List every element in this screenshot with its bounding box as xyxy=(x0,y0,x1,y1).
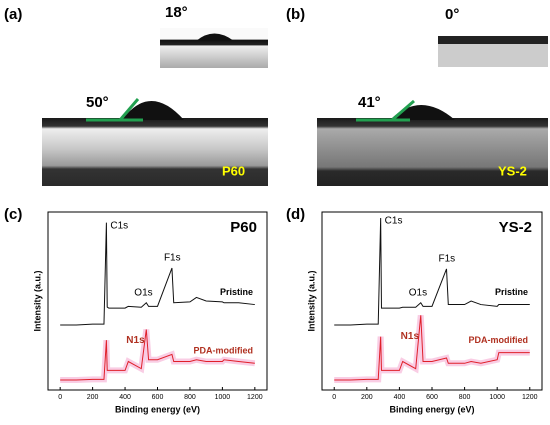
photo-a-small xyxy=(160,28,268,68)
contact-angle: 18° xyxy=(165,4,188,21)
peak-label: F1s xyxy=(439,254,456,265)
x-tick-label: 1200 xyxy=(247,394,263,401)
peak-label: N1s xyxy=(401,331,420,342)
series-line xyxy=(60,222,255,326)
series-highlight xyxy=(334,314,530,384)
peak-label: N1s xyxy=(126,335,145,346)
peak-label: F1s xyxy=(164,253,181,264)
panel-label: (d) xyxy=(286,206,305,223)
photo-b-small xyxy=(438,36,548,67)
panel-label: (a) xyxy=(4,6,22,23)
sample-tag: P60 xyxy=(222,163,245,178)
x-tick-label: 1000 xyxy=(489,394,505,401)
x-axis-label: Binding energy (eV) xyxy=(389,404,474,414)
peak-label: O1s xyxy=(409,287,427,298)
peak-label: O1s xyxy=(134,287,152,298)
photo-a-large xyxy=(42,98,268,186)
contact-angle: 50° xyxy=(86,94,109,111)
x-tick-label: 400 xyxy=(119,394,131,401)
x-tick-label: 1200 xyxy=(522,394,538,401)
x-tick-label: 1000 xyxy=(215,394,231,401)
x-tick-label: 600 xyxy=(426,394,438,401)
x-tick-label: 800 xyxy=(459,394,471,401)
series-label: Pristine xyxy=(495,287,528,297)
series-label: PDA-modified xyxy=(194,346,254,356)
contact-angle: 41° xyxy=(358,94,381,111)
x-tick-label: 800 xyxy=(184,394,196,401)
x-tick-label: 0 xyxy=(58,394,62,401)
chart-title: P60 xyxy=(230,219,257,236)
x-tick-label: 400 xyxy=(394,394,406,401)
panel-label: (b) xyxy=(286,6,305,23)
peak-label: C1s xyxy=(385,216,403,227)
x-tick-label: 200 xyxy=(361,394,373,401)
series-line xyxy=(334,218,530,326)
series-line xyxy=(60,329,255,381)
x-axis-label: Binding energy (eV) xyxy=(115,404,200,414)
y-axis-label: Intensity (a.u.) xyxy=(32,270,42,331)
photo-b-large xyxy=(317,99,548,186)
sample-tag: YS-2 xyxy=(498,163,527,178)
panel-label: (c) xyxy=(4,206,22,223)
contact-angle: 0° xyxy=(445,6,459,23)
x-tick-label: 200 xyxy=(87,394,99,401)
series-label: PDA-modified xyxy=(469,335,529,345)
x-tick-label: 600 xyxy=(152,394,164,401)
y-axis-label: Intensity (a.u.) xyxy=(306,270,316,331)
series-label: Pristine xyxy=(220,287,253,297)
series-line xyxy=(334,315,530,381)
chart-title: YS-2 xyxy=(499,219,532,236)
x-tick-label: 0 xyxy=(332,394,336,401)
peak-label: C1s xyxy=(110,220,128,231)
